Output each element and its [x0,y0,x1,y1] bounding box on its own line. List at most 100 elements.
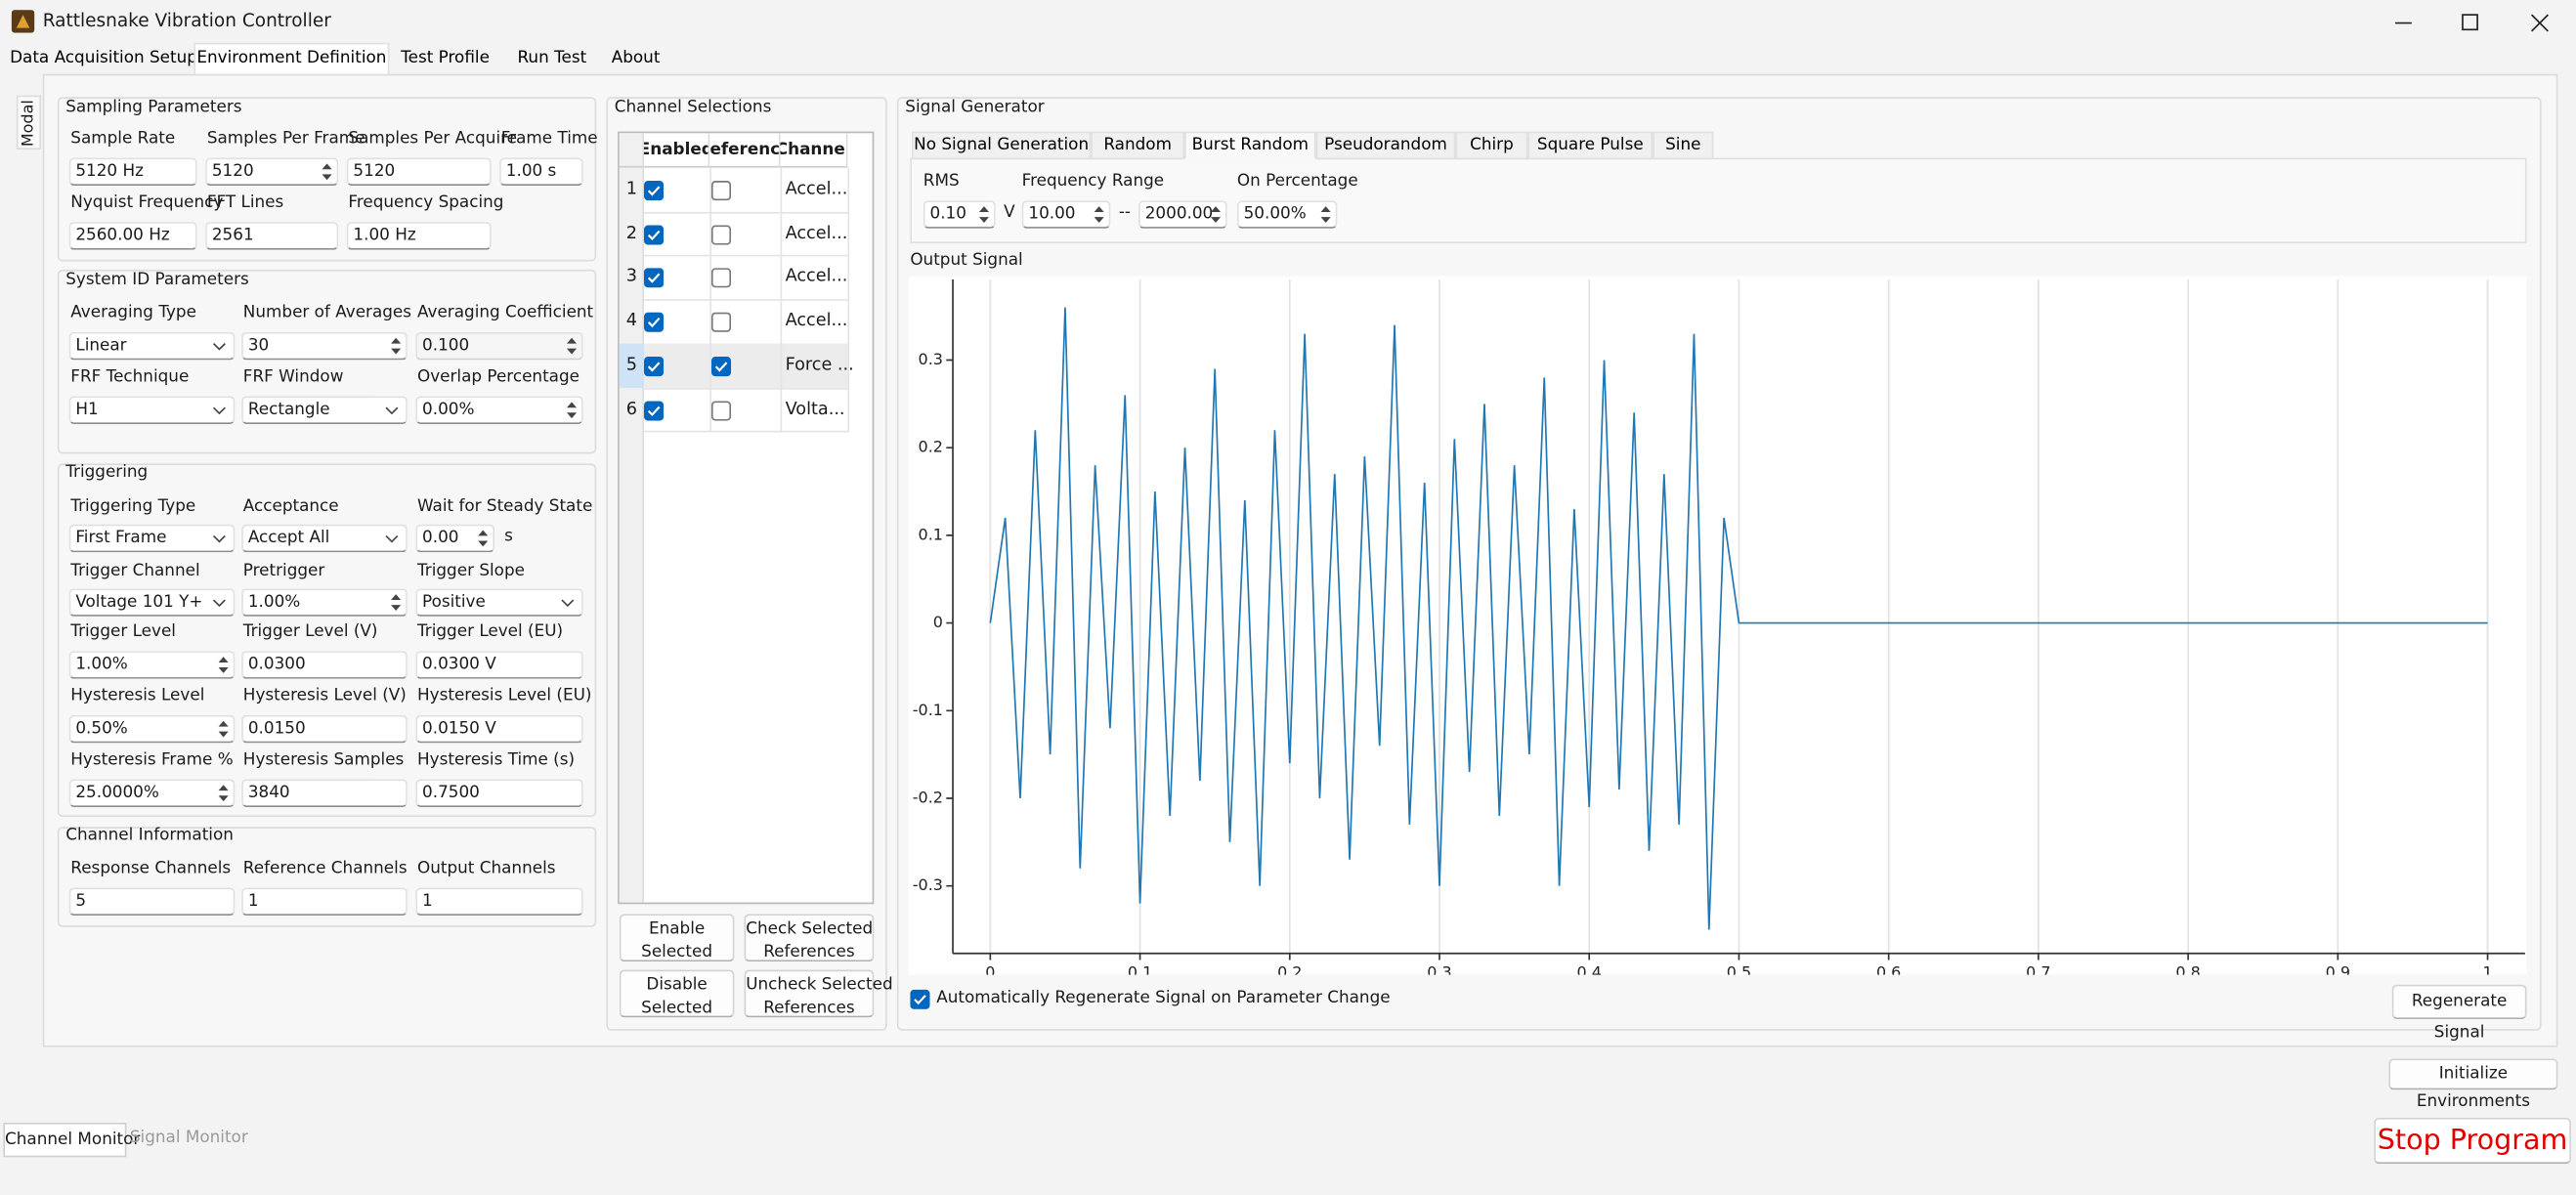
input-spin[interactable]: 0.00 [415,525,494,553]
button-line[interactable]: References [746,998,872,1021]
channel-name[interactable]: Accel... [786,222,848,245]
input-combo[interactable]: First Frame [69,525,236,553]
input-value[interactable]: Linear [75,337,126,356]
input-text[interactable]: 1.00 s [499,158,583,187]
checkbox[interactable] [644,357,664,376]
input-value[interactable]: 0.0300 [248,656,306,674]
button-line[interactable]: Disable [621,975,732,999]
checkbox[interactable] [910,990,929,1009]
input-text[interactable]: 0.0150 V [415,715,582,744]
button-line[interactable]: Enable [621,918,732,942]
input-spin[interactable]: 5120 [205,158,338,187]
input-text[interactable]: 2561 [205,222,338,250]
column-header[interactable]: Reference [709,133,780,167]
input-value[interactable]: 3840 [248,784,290,802]
input-combo[interactable]: Linear [69,332,236,361]
input-value[interactable]: First Frame [75,530,166,548]
input-text[interactable]: 1.00 Hz [347,222,492,250]
input-combo[interactable]: Accept All [241,525,408,553]
channel-name[interactable]: Force ... [786,353,854,376]
input-text[interactable]: 5 [69,887,236,916]
button-line[interactable]: Selected [621,942,732,965]
checkbox[interactable] [644,181,664,200]
input-value[interactable]: 1.00 Hz [353,227,415,245]
window-controls[interactable] [2383,7,2563,40]
generator-tab[interactable]: Square Pulse [1527,132,1653,160]
input-combo[interactable]: Positive [415,588,582,617]
generator-tab[interactable]: No Signal Generation [912,132,1091,160]
table-button[interactable]: Check SelectedReferences [745,914,875,961]
input-value[interactable]: 1 [248,892,259,911]
input-spin[interactable]: 1.00% [69,651,236,679]
column-header[interactable]: Channel [781,133,848,167]
input-value[interactable]: 2561 [212,227,254,245]
bottom-tab[interactable]: Channel Monitor [3,1123,126,1157]
input-value[interactable]: 0.0300 V [422,656,496,674]
checkbox[interactable] [711,225,731,244]
checkbox[interactable] [711,181,731,200]
input-spin[interactable]: 0.50% [69,715,236,744]
input-value[interactable]: H1 [75,401,98,419]
input-spin[interactable]: 0.00% [415,396,582,424]
input-value[interactable]: 25.0000% [75,784,158,802]
input-value[interactable]: 10.00 [1028,205,1075,224]
input-text[interactable]: 5120 Hz [69,158,197,187]
button-line[interactable]: Uncheck Selected [746,975,872,999]
bottom-tab[interactable]: Signal Monitor [130,1123,248,1157]
input-value[interactable]: 5120 [353,163,395,182]
table-button[interactable]: EnableSelected [620,914,735,961]
input-value[interactable]: 50.00% [1244,205,1307,224]
input-value[interactable]: 0.0150 V [422,720,496,739]
input-value[interactable]: 5120 Hz [75,163,144,182]
initialize-button[interactable]: Initialize Environments [2388,1058,2557,1089]
checkbox[interactable] [644,269,664,288]
input-spin[interactable]: 10.00 [1022,200,1111,229]
checkbox[interactable] [644,401,664,420]
input-value[interactable]: 1.00% [248,593,300,612]
checkbox[interactable] [644,225,664,244]
button-line[interactable]: Check Selected [746,918,872,942]
input-value[interactable]: Positive [422,593,486,612]
regenerate-button[interactable]: Regenerate Signal [2392,985,2527,1019]
input-combo[interactable]: Rectangle [241,396,408,424]
input-value[interactable]: 2000.00 [1145,205,1214,224]
input-spin[interactable]: 2000.00 [1138,200,1227,229]
input-value[interactable]: 0.00% [422,401,474,419]
input-text[interactable]: 0.7500 [415,779,582,807]
button-line[interactable]: References [746,942,872,965]
close[interactable] [2532,15,2549,31]
channel-name[interactable]: Accel... [786,309,848,332]
input-value[interactable]: Rectangle [248,401,330,419]
input-spin[interactable]: 50.00% [1237,200,1338,229]
input-spin[interactable]: 25.0000% [69,779,236,807]
channel-name[interactable]: Accel... [786,178,848,201]
input-value[interactable]: 1.00% [75,656,127,674]
input-text[interactable]: 0.0300 V [415,651,582,679]
input-value[interactable]: 5120 [212,163,254,182]
input-text[interactable]: 0.0300 [241,651,408,679]
input-value[interactable]: 0.7500 [422,784,480,802]
maximize[interactable] [2463,15,2477,29]
input-spin[interactable]: 0.10 [923,200,996,229]
input-text[interactable]: 1 [415,887,582,916]
input-text[interactable]: 3840 [241,779,408,807]
input-value[interactable]: 0.00 [422,530,458,548]
channel-name[interactable]: Volta... [786,397,845,420]
input-value[interactable]: 1 [422,892,433,911]
button-line[interactable]: Selected [621,998,732,1021]
input-value[interactable]: Accept All [248,530,330,548]
generator-tab[interactable]: Pseudorandom [1316,132,1456,160]
tab[interactable]: Data Acquisition Setup [8,43,198,76]
tab[interactable]: Run Test [502,43,601,76]
channel-table[interactable]: EnabledReferenceChannel1Accel...2Accel..… [618,132,874,905]
input-value[interactable]: 2560.00 Hz [75,227,169,245]
input-text[interactable]: 2560.00 Hz [69,222,197,250]
input-spin[interactable]: 1.00% [241,588,408,617]
input-value[interactable]: 30 [248,337,269,356]
checkbox[interactable] [711,269,731,288]
input-text[interactable]: 1 [241,887,408,916]
stop-button[interactable]: Stop Program [2374,1118,2571,1164]
input-value[interactable]: 0.0150 [248,720,306,739]
checkbox[interactable] [644,313,664,332]
input-value[interactable]: 0.10 [930,205,966,224]
